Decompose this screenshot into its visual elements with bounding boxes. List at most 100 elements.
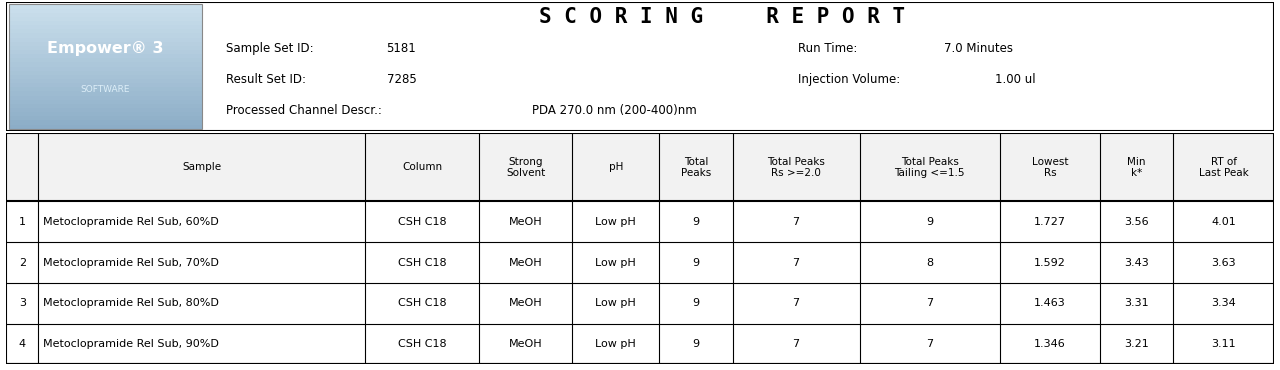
- Bar: [9, 21, 201, 25]
- Text: 9: 9: [692, 258, 699, 268]
- Bar: [9, 116, 201, 121]
- Text: 7: 7: [927, 298, 933, 308]
- Bar: [9, 70, 201, 75]
- Bar: [6, 133, 1274, 201]
- Text: Injection Volume:: Injection Volume:: [799, 73, 901, 86]
- Text: Total
Peaks: Total Peaks: [681, 157, 710, 178]
- Bar: [9, 46, 201, 50]
- Text: 7: 7: [792, 298, 800, 308]
- Bar: [9, 87, 201, 91]
- Text: 9: 9: [692, 298, 699, 308]
- Text: PDA 270.0 nm (200-400)nm: PDA 270.0 nm (200-400)nm: [532, 104, 698, 117]
- Bar: [9, 75, 201, 79]
- Text: pH: pH: [608, 162, 623, 172]
- Text: 9: 9: [692, 339, 699, 349]
- Bar: [9, 4, 201, 129]
- Bar: [6, 324, 1274, 364]
- Text: Metoclopramide Rel Sub, 60%D: Metoclopramide Rel Sub, 60%D: [44, 217, 219, 227]
- Bar: [9, 29, 201, 33]
- Bar: [9, 91, 201, 95]
- Text: 3.63: 3.63: [1211, 258, 1235, 268]
- Text: Metoclopramide Rel Sub, 90%D: Metoclopramide Rel Sub, 90%D: [44, 339, 219, 349]
- Bar: [9, 79, 201, 83]
- Text: 3.56: 3.56: [1124, 217, 1149, 227]
- Text: RT of
Last Peak: RT of Last Peak: [1198, 157, 1248, 178]
- Text: SOFTWARE: SOFTWARE: [81, 85, 131, 94]
- Text: Strong
Solvent: Strong Solvent: [506, 157, 545, 178]
- Text: 1.463: 1.463: [1034, 298, 1066, 308]
- Bar: [9, 54, 201, 58]
- Text: Low pH: Low pH: [595, 258, 636, 268]
- Text: Total Peaks
Rs >=2.0: Total Peaks Rs >=2.0: [767, 157, 826, 178]
- Bar: [9, 8, 201, 13]
- Bar: [9, 17, 201, 21]
- Text: 4: 4: [19, 339, 26, 349]
- Text: 1: 1: [19, 217, 26, 227]
- Text: Low pH: Low pH: [595, 298, 636, 308]
- Bar: [6, 283, 1274, 324]
- Text: Lowest
Rs: Lowest Rs: [1032, 157, 1068, 178]
- Bar: [9, 66, 201, 71]
- Bar: [9, 58, 201, 63]
- Text: 7: 7: [792, 258, 800, 268]
- Text: CSH C18: CSH C18: [398, 258, 447, 268]
- Bar: [9, 4, 201, 9]
- Text: 3.11: 3.11: [1211, 339, 1235, 349]
- Text: MeOH: MeOH: [508, 258, 543, 268]
- Text: 3.31: 3.31: [1124, 298, 1149, 308]
- Text: Total Peaks
Tailing <=1.5: Total Peaks Tailing <=1.5: [895, 157, 965, 178]
- Text: 7: 7: [792, 217, 800, 227]
- Text: Metoclopramide Rel Sub, 80%D: Metoclopramide Rel Sub, 80%D: [44, 298, 219, 308]
- Bar: [9, 41, 201, 46]
- Text: 7.0 Minutes: 7.0 Minutes: [945, 42, 1014, 55]
- Bar: [9, 124, 201, 129]
- Bar: [9, 25, 201, 29]
- Text: 9: 9: [692, 217, 699, 227]
- Text: MeOH: MeOH: [508, 217, 543, 227]
- Text: Empower® 3: Empower® 3: [47, 41, 164, 56]
- Bar: [9, 33, 201, 38]
- Text: CSH C18: CSH C18: [398, 339, 447, 349]
- Text: 7: 7: [927, 339, 933, 349]
- Bar: [9, 62, 201, 67]
- Text: CSH C18: CSH C18: [398, 298, 447, 308]
- Text: Result Set ID:: Result Set ID:: [225, 73, 306, 86]
- Bar: [9, 120, 201, 125]
- Bar: [6, 242, 1274, 283]
- Bar: [9, 83, 201, 87]
- Bar: [9, 37, 201, 42]
- Text: 5181: 5181: [387, 42, 416, 55]
- Text: Low pH: Low pH: [595, 339, 636, 349]
- Text: 1.727: 1.727: [1034, 217, 1066, 227]
- Text: 7: 7: [792, 339, 800, 349]
- Text: Run Time:: Run Time:: [799, 42, 858, 55]
- Text: Column: Column: [402, 162, 442, 172]
- Text: S C O R I N G     R E P O R T: S C O R I N G R E P O R T: [539, 7, 905, 27]
- Bar: [9, 95, 201, 100]
- Text: 9: 9: [927, 217, 933, 227]
- Text: 3.21: 3.21: [1124, 339, 1149, 349]
- Bar: [9, 100, 201, 104]
- Text: 1.592: 1.592: [1034, 258, 1066, 268]
- Bar: [9, 108, 201, 112]
- Text: 3: 3: [19, 298, 26, 308]
- Text: CSH C18: CSH C18: [398, 217, 447, 227]
- Bar: [9, 104, 201, 108]
- Text: 8: 8: [927, 258, 933, 268]
- Text: MeOH: MeOH: [508, 298, 543, 308]
- Text: Min
k*: Min k*: [1128, 157, 1146, 178]
- Bar: [9, 50, 201, 54]
- Bar: [6, 201, 1274, 242]
- Bar: [9, 112, 201, 116]
- Text: Low pH: Low pH: [595, 217, 636, 227]
- Text: 1.00 ul: 1.00 ul: [995, 73, 1036, 86]
- Text: 4.01: 4.01: [1211, 217, 1236, 227]
- Text: Sample Set ID:: Sample Set ID:: [225, 42, 314, 55]
- Text: Metoclopramide Rel Sub, 70%D: Metoclopramide Rel Sub, 70%D: [44, 258, 219, 268]
- Text: 3.34: 3.34: [1211, 298, 1236, 308]
- Text: MeOH: MeOH: [508, 339, 543, 349]
- Text: 1.346: 1.346: [1034, 339, 1066, 349]
- Bar: [9, 13, 201, 17]
- Text: Processed Channel Descr.:: Processed Channel Descr.:: [225, 104, 381, 117]
- Text: Sample: Sample: [182, 162, 221, 172]
